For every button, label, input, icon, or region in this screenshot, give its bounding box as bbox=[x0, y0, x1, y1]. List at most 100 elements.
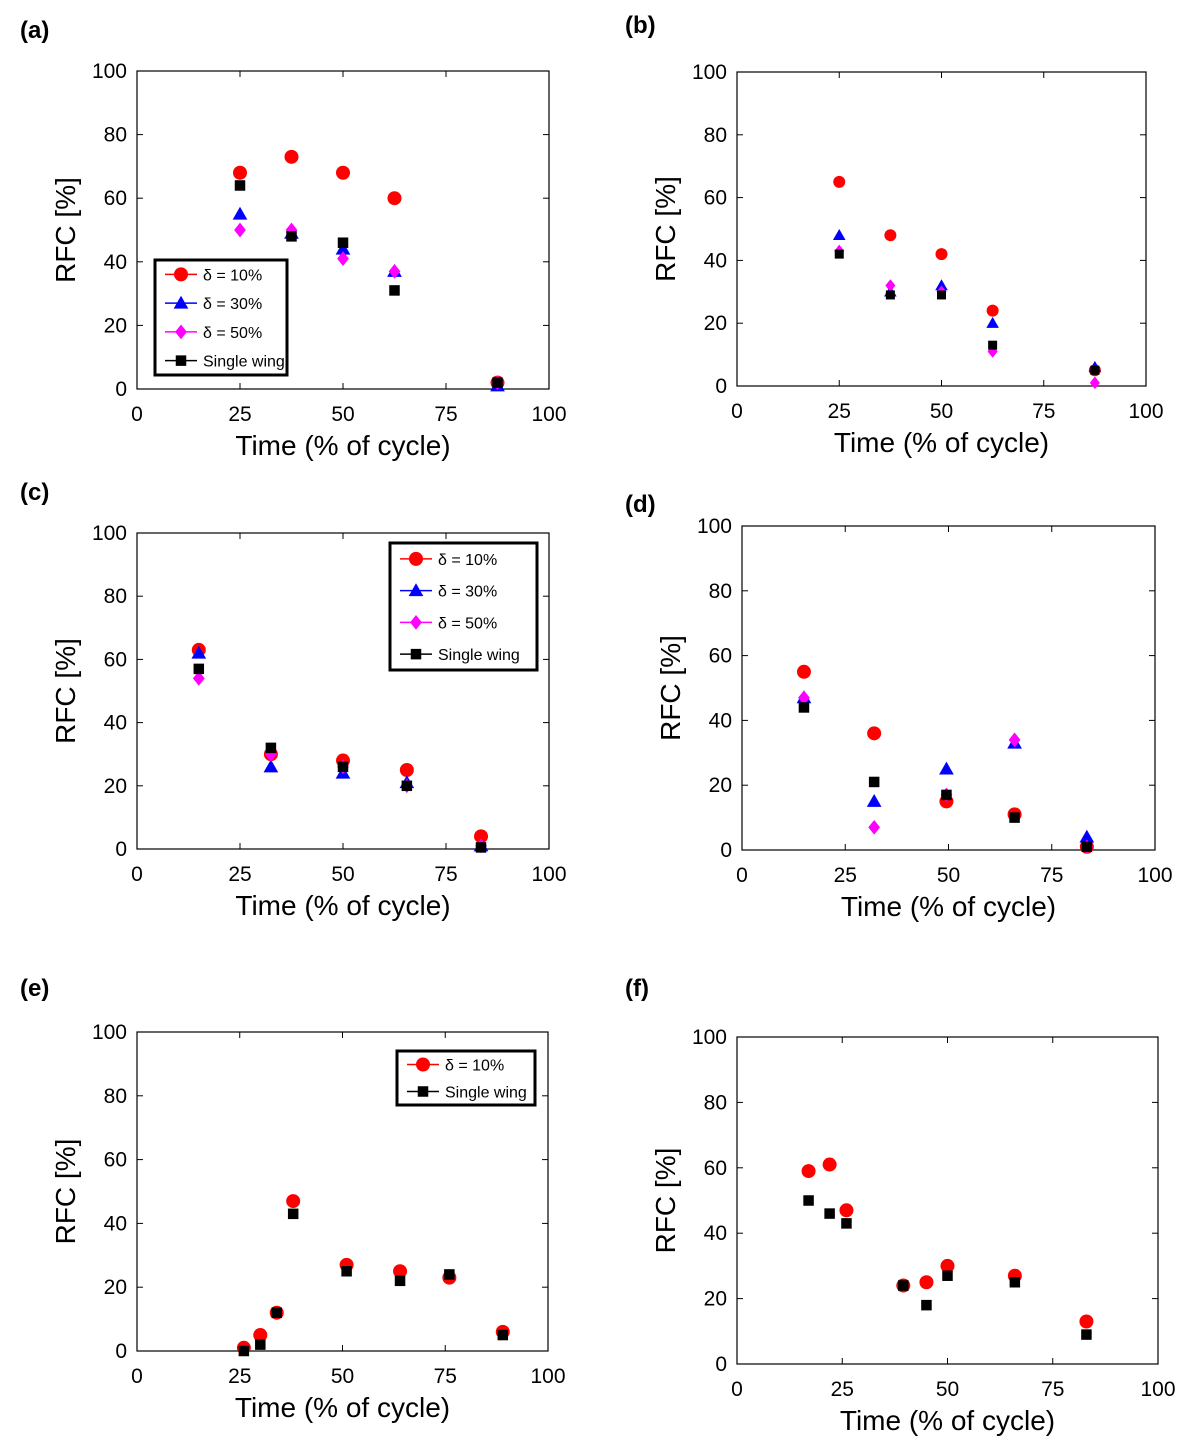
data-point bbox=[988, 340, 998, 350]
data-point bbox=[341, 1266, 352, 1277]
data-point bbox=[833, 175, 846, 188]
y-tick-label: 100 bbox=[92, 1021, 127, 1044]
x-tick-label: 100 bbox=[531, 863, 566, 886]
data-point bbox=[399, 763, 414, 777]
panel-label: (f) bbox=[625, 975, 649, 1002]
y-tick-label: 20 bbox=[104, 775, 127, 798]
data-point bbox=[1081, 841, 1093, 853]
x-tick-label: 75 bbox=[1040, 864, 1063, 887]
y-tick-label: 0 bbox=[715, 1353, 727, 1376]
y-tick-label: 0 bbox=[115, 838, 127, 861]
legend-label: δ = 50% bbox=[438, 615, 497, 632]
x-tick-label: 25 bbox=[228, 403, 251, 426]
data-point bbox=[921, 1299, 932, 1311]
x-tick-label: 50 bbox=[937, 864, 960, 887]
data-point bbox=[238, 1345, 250, 1357]
series-square bbox=[238, 1208, 509, 1357]
data-point bbox=[935, 248, 948, 261]
x-tick-label: 50 bbox=[331, 863, 354, 886]
legend-marker bbox=[174, 267, 188, 282]
series-circle bbox=[796, 664, 1094, 854]
data-point bbox=[1009, 1277, 1021, 1288]
data-point bbox=[919, 1275, 934, 1290]
y-tick-label: 40 bbox=[704, 249, 727, 272]
data-point bbox=[796, 664, 811, 679]
legend-marker bbox=[175, 355, 187, 366]
y-tick-label: 80 bbox=[104, 1085, 127, 1108]
legend-label: δ = 10% bbox=[203, 267, 262, 284]
x-tick-label: 100 bbox=[1137, 864, 1172, 887]
x-tick-label: 25 bbox=[831, 1378, 854, 1401]
y-tick-label: 60 bbox=[104, 648, 127, 671]
chart-panel-f: (f) 0 25 50 75 100 0 20 40 60 80 100 Time (% of cycl… bbox=[625, 975, 1176, 1436]
data-point bbox=[286, 231, 297, 242]
data-point bbox=[287, 1208, 299, 1220]
data-point bbox=[942, 1270, 953, 1281]
y-tick-label: 0 bbox=[715, 375, 727, 398]
y-axis-title: RFC [%] bbox=[50, 1139, 81, 1245]
x-tick-label: 0 bbox=[131, 863, 143, 886]
x-tick-label: 50 bbox=[331, 1365, 354, 1388]
data-point bbox=[987, 345, 998, 358]
x-tick-label: 75 bbox=[1032, 400, 1055, 423]
data-point bbox=[265, 742, 277, 754]
y-axis-title: RFC [%] bbox=[50, 177, 81, 283]
x-tick-label: 50 bbox=[930, 400, 953, 423]
legend-marker bbox=[410, 615, 422, 630]
y-tick-label: 20 bbox=[104, 1276, 127, 1299]
data-point bbox=[885, 279, 896, 292]
data-point bbox=[939, 761, 954, 775]
data-point bbox=[1089, 376, 1100, 390]
y-tick-label: 60 bbox=[104, 1149, 127, 1172]
plot-frame bbox=[736, 71, 1147, 387]
y-tick-label: 100 bbox=[692, 61, 727, 84]
panel-label: (e) bbox=[20, 975, 49, 1002]
series-circle bbox=[833, 175, 1101, 377]
y-axis-title: RFC [%] bbox=[650, 1148, 681, 1254]
y-tick-label: 0 bbox=[115, 378, 127, 401]
data-point bbox=[393, 1264, 408, 1279]
y-tick-label: 100 bbox=[692, 1026, 727, 1049]
x-tick-label: 25 bbox=[834, 864, 857, 887]
x-tick-label: 0 bbox=[131, 403, 143, 426]
plot-frame bbox=[736, 1036, 1159, 1365]
x-axis-title: Time (% of cycle) bbox=[834, 427, 1049, 458]
y-tick-label: 0 bbox=[115, 1340, 127, 1363]
x-tick-label: 25 bbox=[228, 1365, 251, 1388]
y-tick-label: 100 bbox=[92, 522, 127, 545]
x-tick-label: 25 bbox=[828, 400, 851, 423]
data-point bbox=[834, 249, 844, 259]
series-circle bbox=[236, 1194, 510, 1355]
y-axis-title: RFC [%] bbox=[650, 176, 681, 282]
data-point bbox=[401, 780, 413, 792]
data-point bbox=[940, 1258, 955, 1273]
series-circle bbox=[801, 1157, 1094, 1329]
x-axis-title: Time (% of cycle) bbox=[235, 1392, 450, 1423]
x-tick-label: 50 bbox=[936, 1378, 959, 1401]
data-point bbox=[234, 180, 246, 191]
x-tick-label: 75 bbox=[434, 863, 457, 886]
y-tick-label: 60 bbox=[104, 187, 127, 210]
legend-marker bbox=[410, 648, 422, 660]
data-point bbox=[336, 165, 350, 180]
data-point bbox=[1079, 1314, 1094, 1329]
legend-label: δ = 50% bbox=[203, 325, 262, 342]
data-point bbox=[335, 241, 351, 255]
y-tick-label: 0 bbox=[720, 839, 732, 862]
legend-marker bbox=[175, 324, 187, 340]
data-point bbox=[389, 285, 400, 296]
y-tick-label: 100 bbox=[697, 515, 732, 538]
x-axis-title: Time (% of cycle) bbox=[235, 430, 450, 461]
y-tick-label: 20 bbox=[104, 314, 127, 337]
data-point bbox=[192, 671, 205, 686]
chart-panel-c: (c) 0 25 50 75 100 0 20 40 60 80 100 Time (% of cycl… bbox=[20, 479, 567, 921]
data-point bbox=[803, 1195, 814, 1206]
data-point bbox=[884, 229, 897, 242]
data-point bbox=[832, 228, 846, 241]
y-tick-label: 40 bbox=[709, 709, 732, 732]
data-point bbox=[1009, 812, 1020, 823]
legend-label: δ = 30% bbox=[203, 296, 262, 313]
chart-panel-b: (b) 0 25 50 75 100 0 20 40 60 80 100 Time (% of cycl… bbox=[625, 12, 1164, 458]
y-tick-label: 80 bbox=[709, 580, 732, 603]
